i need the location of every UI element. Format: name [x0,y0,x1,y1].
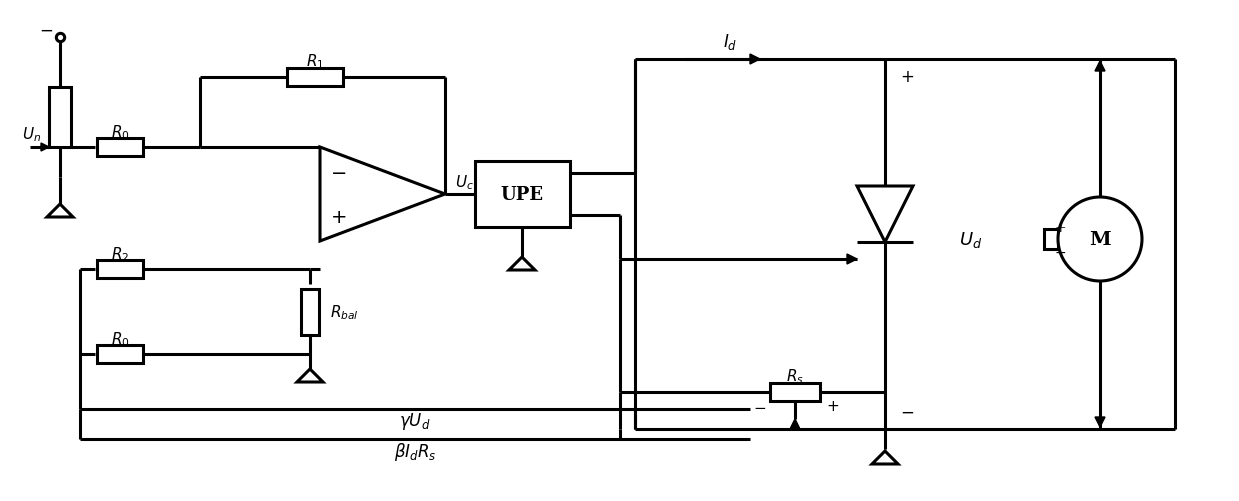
Bar [1044,229,1058,249]
Polygon shape [1095,62,1105,72]
Polygon shape [297,369,323,382]
Text: +: + [1054,220,1066,234]
Text: $R_0$: $R_0$ [110,330,129,349]
Bar [475,162,570,227]
Text: $R_{bal}$: $R_{bal}$ [330,303,359,322]
Polygon shape [847,255,857,265]
Text: $R_1$: $R_1$ [306,53,325,71]
Text: $+$: $+$ [330,208,346,226]
Text: $R_s$: $R_s$ [786,367,804,386]
Text: UPE: UPE [501,186,544,203]
Text: $\beta I_d R_s$: $\beta I_d R_s$ [394,440,436,462]
Text: $U_n$: $U_n$ [22,125,42,144]
Text: $-$: $-$ [330,163,346,181]
Polygon shape [790,419,799,428]
Bar [769,383,820,401]
Text: $-$: $-$ [753,399,767,413]
Text: $I_d$: $I_d$ [722,32,737,52]
Polygon shape [320,148,445,241]
Text: $U_d$: $U_d$ [959,229,983,249]
Text: $R_0$: $R_0$ [110,123,129,142]
Bar [301,290,318,335]
Polygon shape [41,144,50,152]
Text: $-$: $-$ [900,403,914,420]
Text: $+$: $+$ [826,399,840,413]
Bar [50,88,71,148]
Polygon shape [872,451,898,464]
Text: $U_c$: $U_c$ [455,173,473,192]
Text: M: M [1089,230,1111,248]
Text: $-$: $-$ [1054,244,1066,259]
Bar [287,69,343,87]
Polygon shape [750,55,760,65]
Text: $+$: $+$ [900,69,914,86]
Polygon shape [509,258,535,271]
Text: $-$: $-$ [38,22,53,39]
Bar [97,261,142,279]
Bar [97,139,142,157]
Text: $R_2$: $R_2$ [110,245,129,264]
Polygon shape [47,204,73,217]
Polygon shape [857,187,913,242]
Text: $\gamma U_d$: $\gamma U_d$ [399,411,431,432]
Bar [97,345,142,363]
Polygon shape [1095,417,1105,427]
Circle shape [1058,197,1142,282]
